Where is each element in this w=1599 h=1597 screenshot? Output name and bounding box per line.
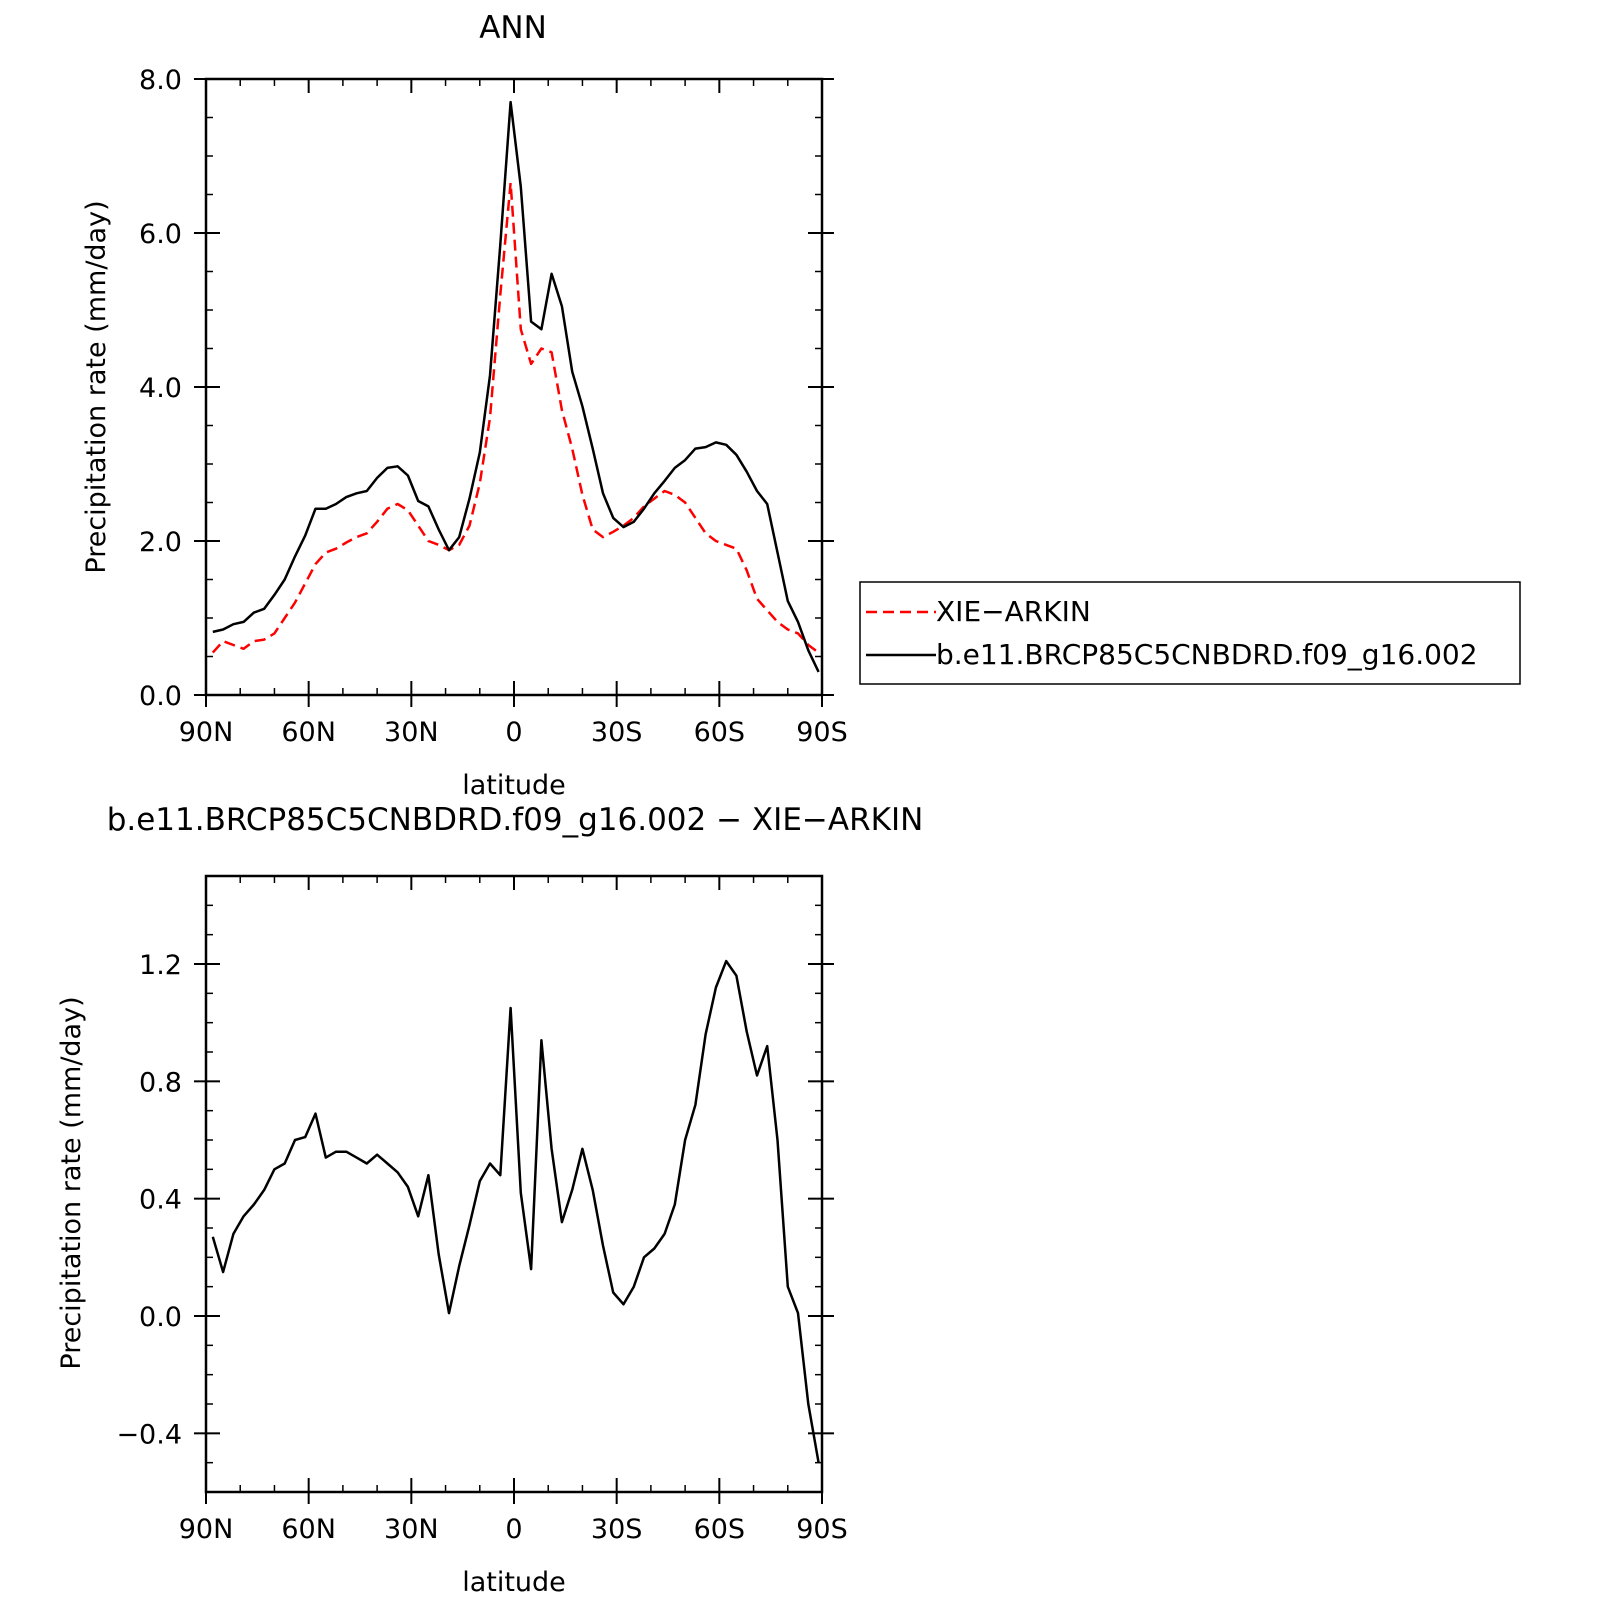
bottom-chart-title: b.e11.BRCP85C5CNBDRD.f09_g16.002 − XIE−A… <box>107 802 924 838</box>
bottom-chart: b.e11.BRCP85C5CNBDRD.f09_g16.002 − XIE−A… <box>56 802 923 1597</box>
y-tick-label: 0.0 <box>139 681 182 712</box>
top-chart: ANN 90N 60N 30N 0 30S 60S 90S 0.0 2.0 4.0 6.0 8.0 l… <box>81 10 1521 801</box>
x-tick-label: 30N <box>384 1514 439 1545</box>
x-tick-label: 60S <box>694 1514 746 1545</box>
top-chart-ticks <box>194 78 834 707</box>
bottom-chart-xlabel: latitude <box>462 1567 566 1597</box>
x-tick-label: 30N <box>384 717 439 748</box>
legend: XIE−ARKIN b.e11.BRCP85C5CNBDRD.f09_g16.0… <box>859 581 1521 685</box>
x-tick-label: 60S <box>694 717 746 748</box>
legend-label-model: b.e11.BRCP85C5CNBDRD.f09_g16.002 <box>936 638 1478 671</box>
top-chart-xlabel: latitude <box>462 770 566 801</box>
top-chart-tick-labels: 90N 60N 30N 0 30S 60S 90S 0.0 2.0 4.0 6.0 8.0 <box>139 65 848 748</box>
series-line-1-0 <box>211 959 820 1463</box>
top-chart-series <box>211 100 820 673</box>
x-tick-label: 90N <box>179 717 234 748</box>
x-tick-label: 30S <box>591 717 643 748</box>
bottom-chart-ticks <box>194 875 834 1504</box>
x-tick-label: 60N <box>281 717 336 748</box>
legend-label-xie-arkin: XIE−ARKIN <box>936 595 1091 628</box>
bottom-chart-frame <box>204 874 824 1494</box>
y-tick-label: 0.8 <box>139 1067 182 1098</box>
x-tick-label: 0 <box>505 717 522 748</box>
x-tick-label: 0 <box>505 1514 522 1545</box>
series-line-0-0 <box>211 181 820 654</box>
top-chart-ylabel: Precipitation rate (mm/day) <box>81 200 112 573</box>
series-line-0-1 <box>212 100 820 673</box>
y-tick-label: 1.2 <box>139 950 182 981</box>
x-tick-label: 30S <box>591 1514 643 1545</box>
legend-box <box>859 581 1521 685</box>
y-tick-label: 8.0 <box>139 65 182 96</box>
x-tick-label: 90S <box>796 717 848 748</box>
x-tick-label: 90N <box>179 1514 234 1545</box>
y-tick-label: 6.0 <box>139 219 182 250</box>
x-tick-label: 90S <box>796 1514 848 1545</box>
y-tick-label: 4.0 <box>139 373 182 404</box>
bottom-chart-ylabel: Precipitation rate (mm/day) <box>56 996 87 1369</box>
top-chart-title: ANN <box>479 10 547 46</box>
y-tick-label: 0.0 <box>139 1302 182 1333</box>
y-tick-label: −0.4 <box>116 1419 182 1450</box>
bottom-chart-series <box>211 959 820 1463</box>
x-tick-label: 60N <box>281 1514 336 1545</box>
y-tick-label: 2.0 <box>139 527 182 558</box>
top-chart-frame <box>204 77 824 697</box>
bottom-chart-tick-labels: 90N 60N 30N 0 30S 60S 90S −0.4 0.0 0.4 0.8 1.2 <box>116 950 847 1545</box>
y-tick-label: 0.4 <box>139 1185 182 1216</box>
